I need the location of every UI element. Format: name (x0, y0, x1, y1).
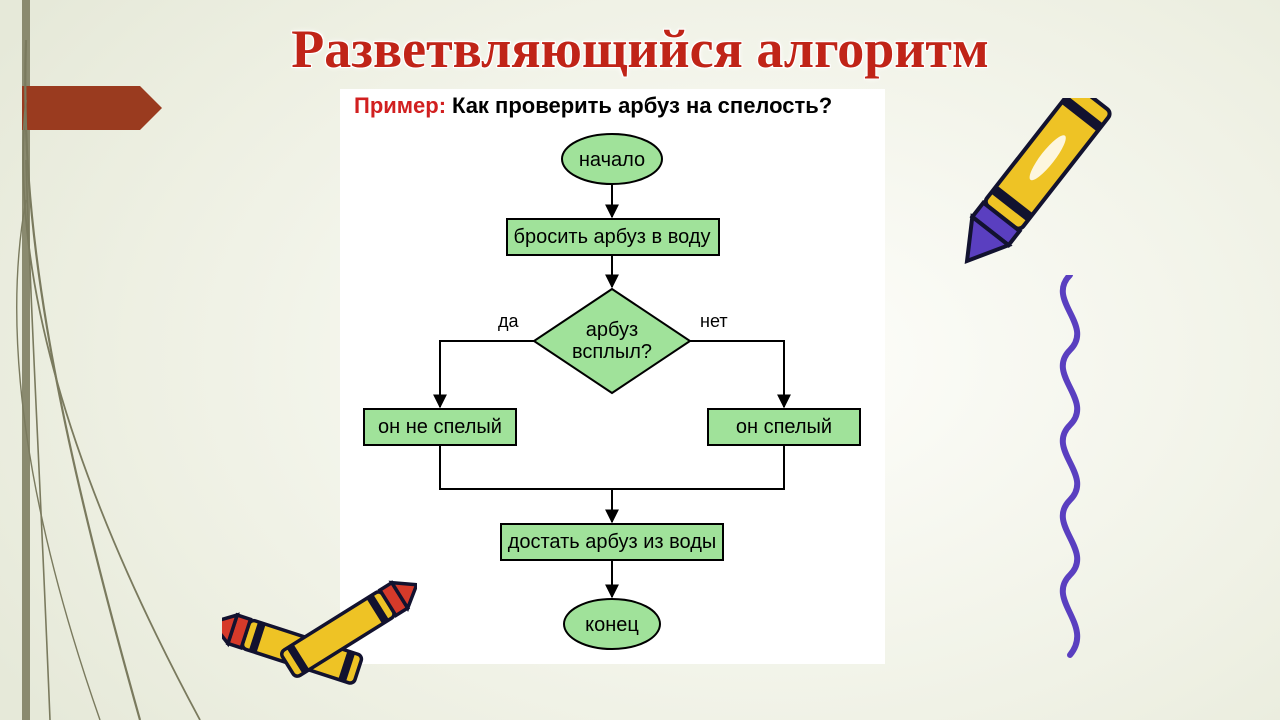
node-no-result-text: он спелый (736, 416, 832, 438)
crayon-top-icon (925, 98, 1175, 348)
purple-squiggle-icon (1030, 275, 1110, 665)
node-end-text: конец (585, 614, 639, 636)
slide-title: Разветвляющийся алгоритм (0, 18, 1280, 80)
example-question: Как проверить арбуз на спелость? (452, 93, 832, 118)
node-decision-l2: всплыл? (572, 341, 652, 363)
node-decision-l1: арбуз (586, 319, 638, 341)
edge-no (690, 341, 784, 407)
edge-merge-l (440, 445, 612, 489)
accent-tab (22, 86, 140, 130)
node-step1-text: бросить арбуз в воду (514, 226, 711, 248)
slide: Разветвляющийся алгоритм Пример: Как про… (0, 0, 1280, 720)
node-start-text: начало (579, 149, 645, 171)
edge-merge-r (612, 445, 784, 489)
yes-label: да (498, 311, 520, 331)
no-label: нет (700, 311, 728, 331)
example-label: Пример: (354, 93, 446, 118)
flowchart-svg: Пример: Как проверить арбуз на спелость?… (340, 89, 885, 664)
node-yes-result-text: он не спелый (378, 416, 502, 438)
grass-decoration (0, 40, 250, 720)
flowchart-panel: Пример: Как проверить арбуз на спелость?… (340, 89, 885, 664)
node-step-after-text: достать арбуз из воды (508, 531, 717, 553)
edge-yes (440, 341, 534, 407)
